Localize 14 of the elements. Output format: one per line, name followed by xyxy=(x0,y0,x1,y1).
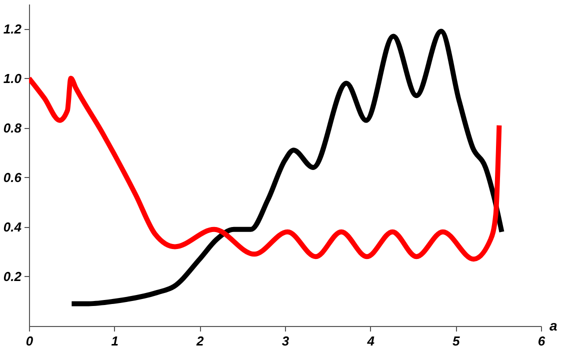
x-tick-label: 2 xyxy=(196,334,205,348)
y-tick-label: 1.2 xyxy=(3,21,22,36)
x-tick-label: 0 xyxy=(26,334,34,348)
y-tick-label: 1.0 xyxy=(3,70,22,86)
y-tick-label: 0.8 xyxy=(3,120,22,136)
x-tick-label: 5 xyxy=(452,334,461,348)
x-tick-label: 1 xyxy=(111,334,118,348)
x-tick-label: 6 xyxy=(538,334,546,348)
x-axis-title: a xyxy=(550,318,558,334)
y-tick-label: 0.2 xyxy=(3,268,22,284)
x-tick-label: 3 xyxy=(282,334,290,348)
y-tick-label: 0.4 xyxy=(3,219,22,234)
x-tick-label: 4 xyxy=(366,334,376,348)
y-tick-label: 0.6 xyxy=(3,170,22,185)
